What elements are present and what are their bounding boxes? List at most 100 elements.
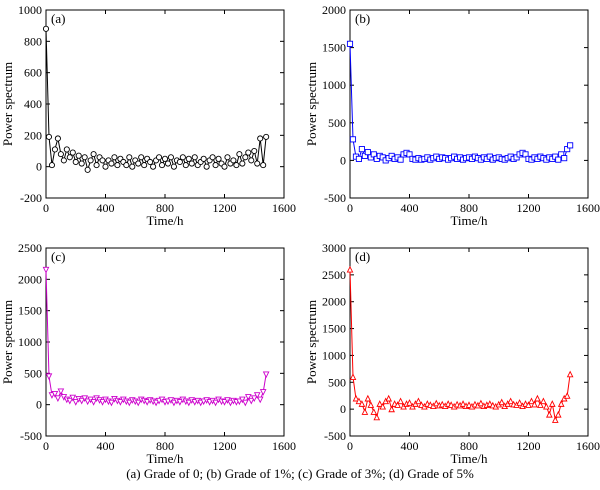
y-tick-label: 600 (24, 66, 42, 80)
data-point (256, 396, 264, 404)
data-point (123, 162, 130, 169)
data-point (507, 397, 514, 405)
plot-frame (349, 9, 589, 199)
data-point (250, 395, 258, 403)
data-point (248, 157, 255, 164)
data-point (87, 157, 94, 164)
data-point (244, 394, 252, 401)
data-point (155, 154, 163, 161)
data-point (432, 399, 440, 407)
x-tick-label: 1200 (213, 201, 237, 215)
x-tick-label: 0 (347, 201, 353, 215)
data-point (60, 157, 67, 164)
data-point (45, 133, 53, 140)
data-point (567, 142, 574, 149)
series-line (45, 28, 267, 172)
data-point (531, 400, 538, 408)
chart-panel-3: 0 400 800 1200 1600-500050010001500200025003… (304, 241, 600, 466)
data-point (534, 394, 541, 402)
x-tick-label: 0 (43, 201, 49, 215)
x-tick-label: 800 (460, 439, 478, 453)
data-point (247, 397, 255, 405)
y-tick-label: 2000 (18, 272, 42, 286)
data-point (78, 397, 86, 405)
data-point (545, 410, 553, 418)
data-point (349, 373, 357, 380)
y-tick-label: 200 (24, 128, 42, 142)
y-axis-label: Power spectrum (0, 300, 15, 384)
data-point (63, 146, 70, 153)
y-tick-label: 0 (36, 160, 42, 174)
data-point (376, 400, 384, 407)
data-point (370, 408, 378, 415)
data-point (498, 398, 506, 406)
data-point (397, 397, 404, 405)
y-tick-label: 500 (24, 366, 42, 380)
data-point (134, 399, 142, 407)
x-tick-label: 1200 (517, 201, 541, 215)
data-point (114, 162, 121, 169)
data-point (129, 163, 136, 170)
data-point (90, 399, 97, 406)
y-tick-label: 2500 (18, 241, 42, 255)
data-point (540, 397, 547, 405)
data-point (397, 156, 404, 163)
y-tick-label: -500 (20, 429, 42, 443)
y-tick-label: 1500 (322, 41, 346, 55)
series-line (349, 43, 571, 162)
data-point (224, 154, 231, 161)
data-point (141, 162, 148, 169)
y-tick-label: 1500 (322, 322, 346, 336)
data-point (138, 154, 145, 161)
y-tick-label: 0 (340, 402, 346, 416)
data-point (176, 158, 183, 166)
data-point (221, 399, 228, 406)
data-point (379, 402, 387, 410)
data-point (126, 154, 133, 161)
y-tick-label: 1500 (18, 304, 42, 318)
data-point (176, 399, 184, 406)
data-point (415, 397, 422, 405)
data-point (406, 399, 413, 406)
y-tick-label: 800 (24, 34, 42, 48)
data-point (236, 398, 243, 406)
data-point (164, 160, 172, 167)
data-point (143, 399, 151, 406)
data-point (102, 163, 109, 170)
data-point (358, 400, 366, 407)
y-tick-label: 3000 (322, 241, 346, 255)
data-point (135, 160, 142, 167)
data-point (191, 154, 198, 161)
x-tick-label: 400 (401, 201, 419, 215)
data-point (51, 390, 59, 398)
x-tick-label: 1600 (576, 201, 600, 215)
chart-panel-0: 0 400 800 1200 1600-20002004006008001000Time… (0, 3, 296, 228)
data-point (147, 158, 154, 166)
data-point (528, 397, 535, 405)
y-tick-label: 2500 (322, 268, 346, 282)
data-point (93, 162, 100, 169)
data-point (563, 392, 571, 399)
y-tick-label: -200 (20, 191, 42, 205)
data-point (543, 402, 550, 410)
data-point (72, 158, 79, 166)
data-point (262, 371, 270, 379)
data-point (185, 399, 193, 407)
data-point (557, 400, 565, 407)
data-point (447, 401, 455, 408)
data-point (167, 154, 174, 161)
panel-label: (a) (51, 11, 65, 26)
y-axis-label: Power spectrum (304, 300, 319, 384)
data-point (251, 147, 258, 155)
data-point (245, 149, 252, 156)
panel-label: (b) (355, 11, 370, 26)
data-point (48, 162, 56, 169)
data-point (54, 395, 62, 403)
data-point (179, 154, 186, 161)
data-point (260, 162, 267, 169)
plot-frame (45, 247, 285, 437)
data-point (99, 399, 106, 406)
data-point (203, 163, 210, 170)
data-point (394, 401, 401, 408)
data-point (465, 401, 473, 408)
